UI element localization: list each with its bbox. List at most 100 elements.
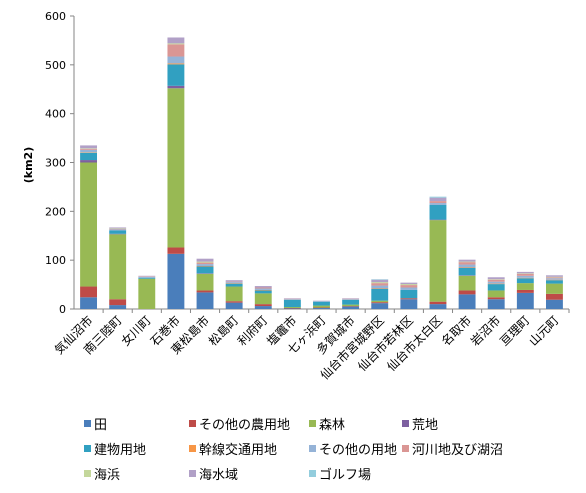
bar-segment: [196, 266, 214, 274]
bar-segment: [138, 276, 156, 278]
bar-segment: [429, 301, 447, 305]
bar-segment: [225, 286, 243, 302]
legend-label: 荒地: [412, 418, 439, 433]
bar-segment: [313, 308, 330, 309]
legend-swatch: [402, 420, 409, 427]
bar-segment: [429, 201, 447, 204]
legend-item: 森林: [309, 414, 345, 433]
bar-segment: [80, 160, 98, 163]
x-category-label: 岩沼市: [467, 313, 503, 349]
bar-segment: [167, 56, 185, 64]
bar-segment: [371, 282, 389, 284]
bar-segment: [458, 267, 476, 276]
legend-item: その他の用地: [309, 439, 397, 458]
bar-segment: [225, 280, 243, 282]
bar-segment: [400, 298, 418, 300]
bar-segment: [545, 280, 563, 284]
bar-segment: [138, 278, 156, 309]
bar-segment: [109, 299, 127, 306]
legend-item: 海浜: [84, 464, 120, 483]
legend-swatch: [309, 420, 316, 427]
y-tick-label: 0: [59, 303, 66, 316]
bar-segment: [167, 253, 185, 309]
legend-swatch: [309, 445, 316, 452]
bar-segment: [80, 152, 98, 161]
y-tick-label: 600: [45, 10, 66, 23]
bar-segment: [400, 287, 418, 290]
bar-segment: [458, 262, 476, 265]
legend-label: 河川地及び湖沼: [412, 443, 504, 458]
bar-segment: [196, 258, 214, 262]
bar-segment: [167, 88, 185, 248]
bar-segment: [80, 162, 98, 287]
legend-swatch: [189, 470, 196, 477]
legend-item: 建物用地: [84, 439, 146, 458]
bar-segment: [545, 283, 563, 294]
legend-item: 田: [84, 414, 107, 433]
bar-segment: [516, 271, 534, 274]
bar-segment: [545, 293, 563, 300]
bar-segment: [458, 264, 476, 268]
x-category-label: 名取市: [438, 313, 474, 349]
legend-swatch: [84, 445, 91, 452]
legend-label: その他の農用地: [199, 418, 291, 433]
bar-segment: [458, 294, 476, 309]
bar-segment: [487, 277, 505, 280]
legend-item: 海水域: [189, 464, 238, 483]
bar-segment: [371, 283, 389, 286]
legend-label: 建物用地: [94, 443, 147, 458]
bar-segment: [109, 227, 127, 229]
bar-segment: [196, 292, 214, 309]
legend-label: 幹線交通用地: [199, 443, 278, 458]
bar-segment: [196, 262, 214, 265]
bar-segment: [254, 287, 272, 289]
bar-segment: [545, 278, 563, 280]
x-category-label: 女川町: [118, 313, 154, 349]
legend-swatch: [84, 470, 91, 477]
bar-segment: [167, 44, 185, 57]
legend-swatch: [189, 420, 196, 427]
bar-segment: [313, 305, 330, 308]
bar-segment: [429, 304, 447, 309]
bar-segment: [371, 288, 389, 301]
bar-segment: [283, 307, 301, 309]
bar-segment: [225, 302, 243, 309]
legend-item: その他の農用地: [189, 414, 290, 433]
bar-segment: [167, 37, 185, 44]
bar-segment: [109, 234, 127, 300]
bar-segment: [138, 277, 156, 279]
legend-item: ゴルフ場: [309, 464, 371, 483]
bar-segment: [516, 278, 534, 284]
bar-segment: [371, 300, 389, 303]
bar-segment: [458, 275, 476, 291]
bar-segment: [196, 290, 214, 293]
bar-segment: [516, 283, 534, 290]
bar-segment: [545, 277, 563, 279]
x-category-label: 利府町: [234, 313, 270, 349]
bar-segment: [371, 285, 389, 289]
bar-segment: [109, 305, 127, 309]
legend-label: 森林: [319, 418, 346, 433]
bar-segment: [80, 297, 98, 309]
bar-segment: [196, 261, 214, 263]
bar-segment: [487, 284, 505, 291]
y-tick-label: 300: [45, 157, 66, 170]
y-tick-label: 500: [45, 59, 66, 72]
y-tick-label: 200: [45, 205, 66, 218]
legend-label: 海水域: [199, 468, 239, 483]
bar-segment: [109, 229, 127, 231]
bar-segment: [167, 64, 185, 86]
bar-segment: [254, 293, 272, 305]
bar-segment: [487, 299, 505, 309]
bar-segment: [400, 282, 418, 285]
legend-swatch: [309, 470, 316, 477]
x-category-label: 山元町: [526, 313, 561, 348]
y-tick-label: 100: [45, 254, 66, 267]
bar-segment: [225, 283, 243, 287]
bar-segment: [400, 289, 418, 299]
bar-segment: [167, 85, 185, 89]
legend-label: その他の用地: [319, 443, 398, 458]
legend-item: 河川地及び湖沼: [402, 439, 503, 458]
bar-segment: [371, 303, 389, 309]
